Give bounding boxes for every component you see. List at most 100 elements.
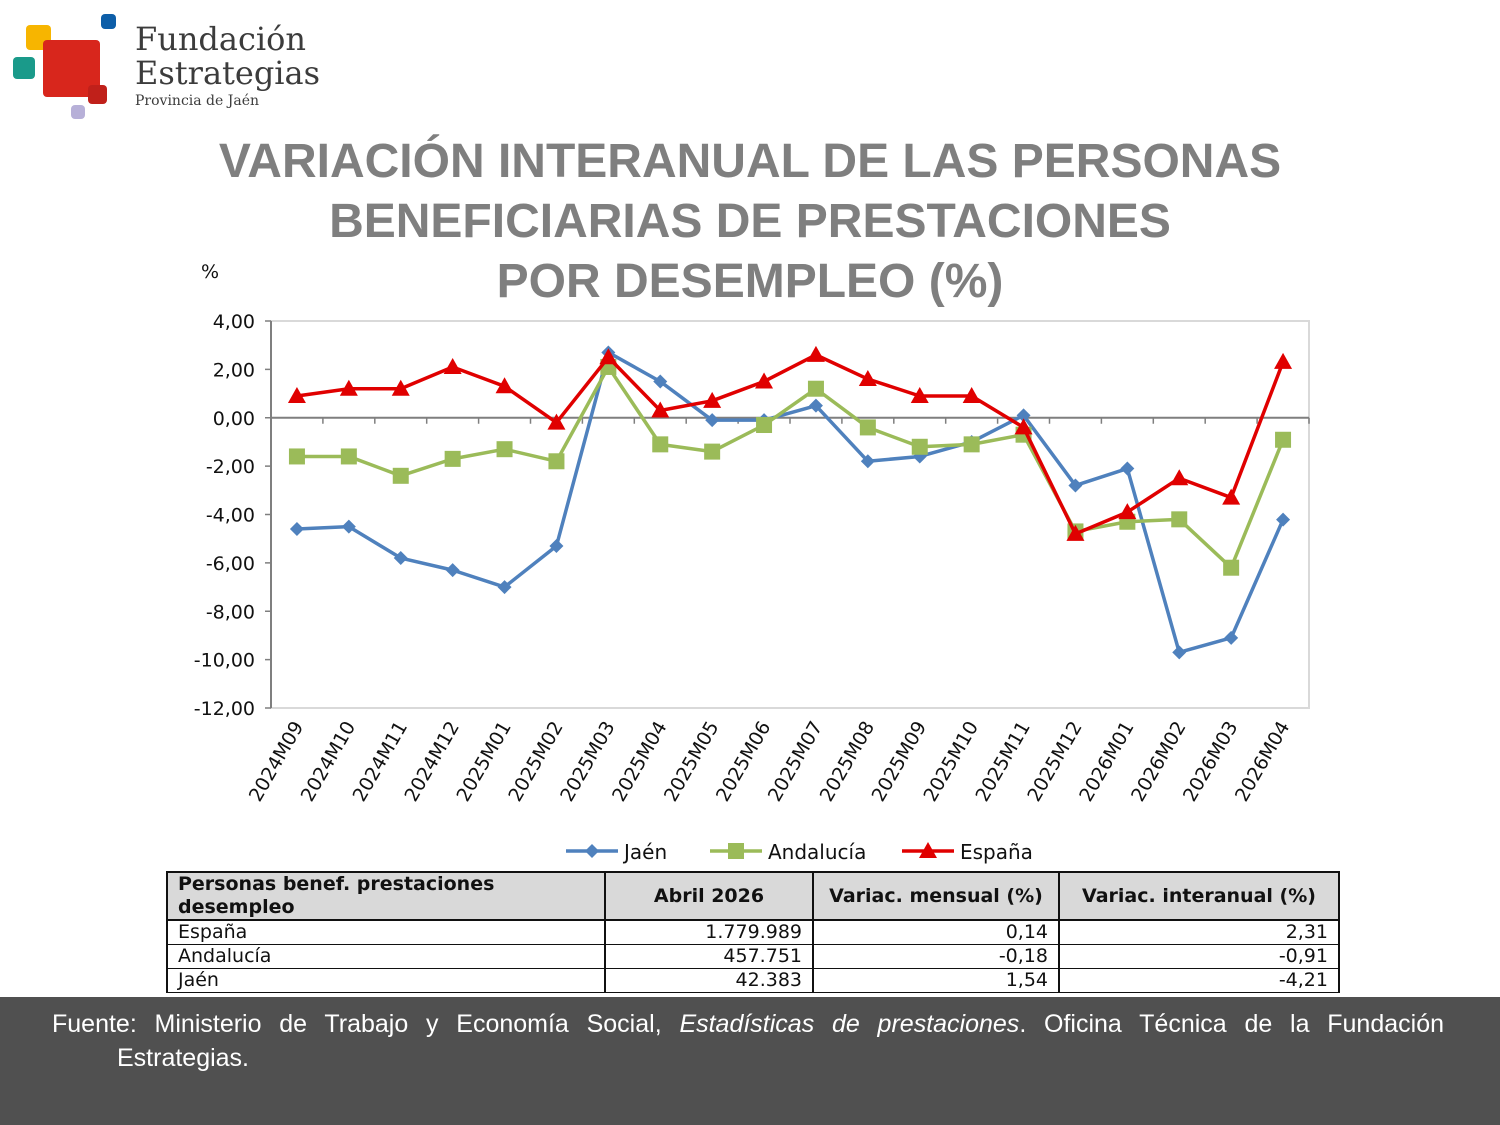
data-point-espana xyxy=(443,357,462,374)
table-header-row: Personas benef. prestaciones desempleo A… xyxy=(166,871,1340,921)
y-tick-label: -6,00 xyxy=(206,553,255,575)
data-point-jaen xyxy=(445,563,460,578)
data-point-espana xyxy=(1274,352,1293,369)
table-cell: -0,18 xyxy=(812,944,1060,969)
data-point-andalucia xyxy=(288,448,305,465)
legend-item-espana: España xyxy=(902,840,1033,864)
y-tick-label: -2,00 xyxy=(206,456,255,478)
series-espana xyxy=(287,345,1293,541)
data-point-jaen xyxy=(549,538,564,553)
data-point-andalucia xyxy=(911,438,928,455)
y-tick-label: -4,00 xyxy=(206,505,255,527)
legend-item-jaen: Jaén xyxy=(566,840,667,864)
legend-swatch-marker xyxy=(919,842,937,858)
data-point-espana xyxy=(858,370,877,387)
data-point-jaen xyxy=(1276,512,1291,527)
source-line-1: Fuente: Ministerio de Trabajo y Economía… xyxy=(52,1007,1444,1041)
legend-item-andalucia: Andalucía xyxy=(710,840,866,864)
y-tick-label: 2,00 xyxy=(213,359,255,381)
summary-table: Personas benef. prestaciones desempleo A… xyxy=(166,871,1340,993)
data-point-jaen xyxy=(497,580,512,595)
footer: Fuente: Ministerio de Trabajo y Economía… xyxy=(0,997,1500,1125)
table-header: Variac. interanual (%) xyxy=(1058,871,1340,921)
data-point-andalucia xyxy=(392,467,409,484)
table-row: España 1.779.989 0,14 2,31 xyxy=(166,919,1340,945)
plot-area xyxy=(270,320,1310,709)
data-point-espana xyxy=(1222,488,1241,505)
data-point-jaen xyxy=(808,398,823,413)
y-tick-label: -10,00 xyxy=(194,650,255,672)
data-point-andalucia xyxy=(1171,511,1188,528)
data-point-espana xyxy=(339,379,358,396)
source-suffix: . Oficina Técnica de la Fundación xyxy=(1019,1010,1445,1038)
line-chart: % 4,00 2,00 0,00 -2,00 -4,00 -6,00 -8,00 -10,00… xyxy=(194,261,1310,864)
data-point-jaen xyxy=(1120,461,1135,476)
data-point-jaen xyxy=(860,454,875,469)
data-point-andalucia xyxy=(756,417,773,434)
data-point-espana xyxy=(962,386,981,403)
data-point-andalucia xyxy=(704,443,721,460)
chart-title-line-3: POR DESEMPLEO (%) xyxy=(496,255,1004,308)
legend-label: España xyxy=(960,840,1033,864)
source-publication: Estadísticas de prestaciones xyxy=(679,1010,1020,1038)
series-line-jaen xyxy=(296,350,1285,655)
chart-title-line-2: BENEFICIARIAS DE PRESTACIONES xyxy=(329,195,1171,248)
data-point-espana xyxy=(806,345,825,362)
data-point-jaen xyxy=(393,551,408,566)
table-cell: 2,31 xyxy=(1058,919,1340,945)
table-header: Personas benef. prestaciones desempleo xyxy=(166,871,606,921)
logo: Fundación Estrategias Provincia de Jaén xyxy=(8,10,328,125)
table-row: Jaén 42.383 1,54 -4,21 xyxy=(166,968,1340,993)
data-point-andalucia xyxy=(340,448,357,465)
data-point-espana xyxy=(703,391,722,408)
table-cell: Jaén xyxy=(166,968,606,993)
data-point-andalucia xyxy=(444,450,461,467)
data-point-jaen xyxy=(1172,645,1187,660)
legend-swatch-marker xyxy=(728,843,744,859)
series-line-andalucia xyxy=(296,365,1285,570)
chart-title-line-1: VARIACIÓN INTERANUAL DE LAS PERSONAS xyxy=(218,135,1282,188)
data-point-espana xyxy=(755,372,774,389)
data-point-andalucia xyxy=(652,436,669,453)
y-tick-label: 4,00 xyxy=(213,311,255,333)
data-point-espana xyxy=(287,386,306,403)
data-point-andalucia xyxy=(807,380,824,397)
logo-square-teal xyxy=(13,57,35,79)
data-point-andalucia xyxy=(496,441,513,458)
data-point-espana xyxy=(1170,469,1189,486)
y-tick-label: -12,00 xyxy=(194,698,255,720)
y-tick-label: -8,00 xyxy=(206,601,255,623)
logo-square-darkred xyxy=(88,85,107,104)
data-point-jaen xyxy=(341,519,356,534)
table-cell: 457.751 xyxy=(604,944,814,969)
data-point-espana xyxy=(651,401,670,418)
logo-line-2: Estrategias xyxy=(135,54,321,92)
y-axis-label: % xyxy=(201,261,219,283)
logo-text: Fundación Estrategias Provincia de Jaén xyxy=(135,22,320,112)
table-cell: 42.383 xyxy=(604,968,814,993)
legend-swatch-marker xyxy=(585,844,599,858)
data-point-espana xyxy=(1014,418,1033,435)
data-point-espana xyxy=(1066,524,1085,541)
table-cell: 1.779.989 xyxy=(604,919,814,945)
data-point-jaen xyxy=(1224,630,1239,645)
data-point-jaen xyxy=(705,413,720,428)
table-cell: -4,21 xyxy=(1058,968,1340,993)
data-point-espana xyxy=(1118,503,1137,520)
logo-square-lavender xyxy=(71,105,85,119)
data-point-espana xyxy=(547,413,566,430)
y-tick-label: 0,00 xyxy=(213,408,255,430)
table-cell: 1,54 xyxy=(812,968,1060,993)
series-line-espana xyxy=(296,353,1285,536)
data-point-andalucia xyxy=(1223,559,1240,576)
logo-line-3: Provincia de Jaén xyxy=(135,93,260,109)
table-cell: España xyxy=(166,919,606,945)
legend-label: Jaén xyxy=(622,840,667,864)
legend-label: Andalucía xyxy=(768,840,866,864)
logo-square-blue xyxy=(101,14,116,29)
table-row: Andalucía 457.751 -0,18 -0,91 xyxy=(166,944,1340,969)
logo-line-1: Fundación xyxy=(135,20,307,58)
source-prefix: Fuente: Ministerio de Trabajo y Economía… xyxy=(52,1010,662,1038)
table-cell: -0,91 xyxy=(1058,944,1340,969)
data-point-andalucia xyxy=(548,453,565,470)
